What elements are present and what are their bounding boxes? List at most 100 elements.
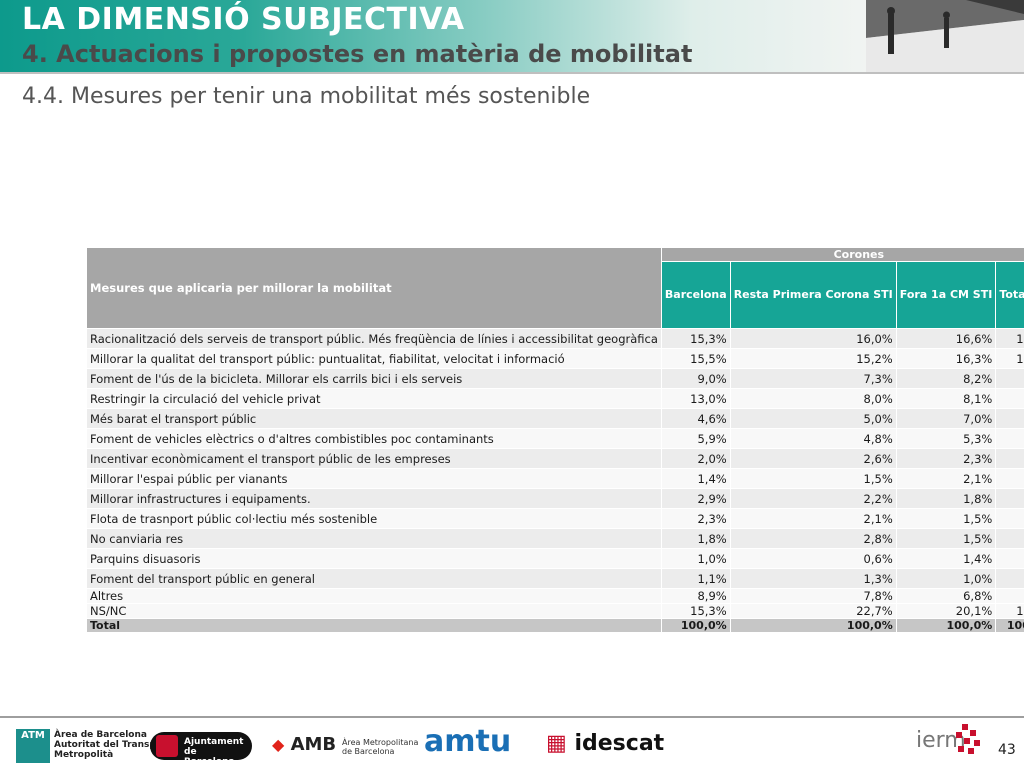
ajuntament-line: Barcelona xyxy=(184,757,235,767)
cell-value: 9,0% xyxy=(661,369,730,388)
table-row: Restringir la circulació del vehicle pri… xyxy=(87,389,1024,408)
group-header: Corones xyxy=(661,248,1024,261)
amb-logo: ◆ AMB xyxy=(272,734,336,755)
cell-value: 19,1% xyxy=(996,604,1024,618)
table-row: Flota de trasnport públic col·lectiu més… xyxy=(87,509,1024,528)
cell-value: 2,0% xyxy=(661,449,730,468)
idescat-logo-mark: idescat xyxy=(574,731,665,756)
cell-value: 16,0% xyxy=(730,329,896,348)
row-label: Foment de l'ús de la bicicleta. Millorar… xyxy=(87,369,661,388)
cell-value: 1,0% xyxy=(661,549,730,568)
cell-value: 1,8% xyxy=(896,489,996,508)
cell-value: 16,3% xyxy=(896,349,996,368)
cell-value: 2,1% xyxy=(896,469,996,488)
total-value: 100,0% xyxy=(896,619,996,632)
amb-chevron-icon: ◆ xyxy=(272,735,285,754)
cell-value: 2,3% xyxy=(996,449,1024,468)
cell-value: 7,8% xyxy=(730,589,896,603)
cell-value: 1,7% xyxy=(996,469,1024,488)
amtu-logo: amtu xyxy=(424,724,511,759)
row-label: Racionalització dels serveis de transpor… xyxy=(87,329,661,348)
cell-value: 8,0% xyxy=(730,389,896,408)
total-row: Total 100,0% 100,0% 100,0% 100,0% xyxy=(87,619,1024,632)
amb-line: de Barcelona xyxy=(342,747,395,756)
cell-value: 1,1% xyxy=(996,569,1024,588)
row-label: Millorar l'espai públic per vianants xyxy=(87,469,661,488)
atm-line: Metropolità xyxy=(54,750,114,760)
amb-logo-text: Àrea Metropolitana de Barcelona xyxy=(342,738,418,756)
atm-logo-mark: ATM xyxy=(21,730,45,741)
row-label: Restringir la circulació del vehicle pri… xyxy=(87,389,661,408)
footer-divider xyxy=(0,716,1024,718)
cell-value: 1,4% xyxy=(896,549,996,568)
cell-value: 2,2% xyxy=(996,489,1024,508)
cell-value: 7,0% xyxy=(896,409,996,428)
col-header-fora-1a-cm: Fora 1a CM STI xyxy=(896,262,996,328)
total-value: 100,0% xyxy=(996,619,1024,632)
cell-value: 2,8% xyxy=(730,529,896,548)
barcelona-shield-icon xyxy=(156,735,178,757)
cell-value: 5,0% xyxy=(730,409,896,428)
row-label: Incentivar econòmicament el transport pú… xyxy=(87,449,661,468)
cell-value: 1,5% xyxy=(896,509,996,528)
cell-value: 2,3% xyxy=(896,449,996,468)
row-label: Flota de trasnport públic col·lectiu més… xyxy=(87,509,661,528)
cell-value: 9,6% xyxy=(996,389,1024,408)
total-label: Total xyxy=(87,619,661,632)
ajuntament-logo: Ajuntament de Barcelona xyxy=(150,732,252,767)
cell-value: 22,7% xyxy=(730,604,896,618)
cell-value: 8,1% xyxy=(896,389,996,408)
cell-value: 15,3% xyxy=(661,604,730,618)
cell-value: 1,0% xyxy=(896,569,996,588)
cell-value: 2,2% xyxy=(730,489,896,508)
table-row: Millorar infrastructures i equipaments. … xyxy=(87,489,1024,508)
total-value: 100,0% xyxy=(661,619,730,632)
cell-value: 20,1% xyxy=(896,604,996,618)
main-title: LA DIMENSIÓ SUBJECTIVA xyxy=(22,2,465,37)
row-label: Millorar infrastructures i equipaments. xyxy=(87,489,661,508)
row-label: Foment de vehicles elèctrics o d'altres … xyxy=(87,429,661,448)
col-header-total-sti: Total STI xyxy=(996,262,1024,328)
cell-value: 4,6% xyxy=(661,409,730,428)
cell-value: 1,4% xyxy=(661,469,730,488)
cell-value: 16,1% xyxy=(996,329,1024,348)
table-row: Foment de l'ús de la bicicleta. Millorar… xyxy=(87,369,1024,388)
cell-value: 1,9% xyxy=(996,509,1024,528)
row-label: NS/NC xyxy=(87,604,661,618)
table-row: Racionalització dels serveis de transpor… xyxy=(87,329,1024,348)
idescat-grid-icon: ▦ xyxy=(546,731,567,756)
table-row: Foment del transport públic en general 1… xyxy=(87,569,1024,588)
table-row: Foment de vehicles elèctrics o d'altres … xyxy=(87,429,1024,448)
ierm-pixel-icon xyxy=(956,724,980,754)
cell-value: 15,5% xyxy=(661,349,730,368)
cell-value: 13,0% xyxy=(661,389,730,408)
mobility-measures-table: Mesures que aplicaria per millorar la mo… xyxy=(86,247,1024,633)
cell-value: 8,9% xyxy=(661,589,730,603)
table-row: Més barat el transport públic 4,6% 5,0% … xyxy=(87,409,1024,428)
cell-value: 1,1% xyxy=(996,549,1024,568)
amb-line: Àrea Metropolitana xyxy=(342,738,419,747)
cell-value: 15,3% xyxy=(661,329,730,348)
atm-line: Autoritat del Transport xyxy=(54,740,171,750)
row-label: Altres xyxy=(87,589,661,603)
cell-value: 8,2% xyxy=(896,369,996,388)
row-label: Foment del transport públic en general xyxy=(87,569,661,588)
cell-value: 6,8% xyxy=(896,589,996,603)
col-header-resta-primera-corona: Resta Primera Corona STI xyxy=(730,262,896,328)
cell-value: 2,9% xyxy=(661,489,730,508)
cell-value: 1,3% xyxy=(730,569,896,588)
table-row: Millorar l'espai públic per vianants 1,4… xyxy=(87,469,1024,488)
atm-line: Àrea de Barcelona xyxy=(54,730,147,740)
cell-value: 4,8% xyxy=(730,429,896,448)
table-row: Parquins disuasoris 1,0% 0,6% 1,4% 1,1% xyxy=(87,549,1024,568)
cell-value: 1,8% xyxy=(996,529,1024,548)
header-band xyxy=(0,0,866,72)
table-row: Altres 8,9% 7,8% 6,8% 7,7% xyxy=(87,589,1024,603)
row-label: No canviaria res xyxy=(87,529,661,548)
table-row: No canviaria res 1,8% 2,8% 1,5% 1,8% xyxy=(87,529,1024,548)
header-photo xyxy=(866,0,1024,72)
table-row: Incentivar econòmicament el transport pú… xyxy=(87,449,1024,468)
atm-logo-text: Àrea de Barcelona Autoritat del Transpor… xyxy=(54,730,171,760)
cell-value: 1,1% xyxy=(661,569,730,588)
header-divider xyxy=(0,72,1024,74)
